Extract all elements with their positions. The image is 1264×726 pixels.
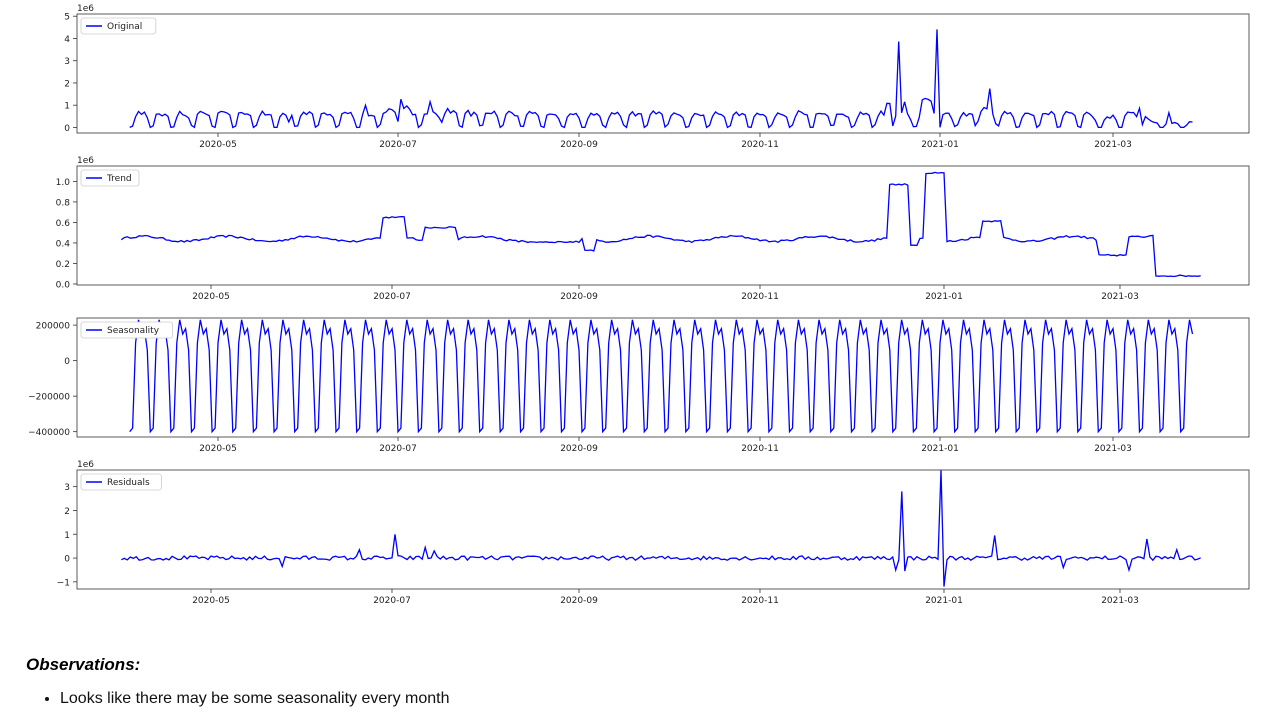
axis-multiplier-label: 1e6 [77,156,94,166]
y-tick-label: 0.2 [56,260,70,270]
y-tick-label: 0.6 [56,219,71,229]
observation-item: Looks like there may be some seasonality… [60,690,450,708]
y-tick-label: 1 [64,102,70,112]
x-tick-label: 2020-09 [560,292,598,302]
x-tick-label: 2020-05 [199,444,237,454]
y-tick-label: 1 [64,531,70,541]
x-tick-label: 2020-07 [373,596,411,606]
x-tick-label: 2020-11 [741,140,779,150]
axes-frame [76,165,1250,286]
x-tick-label: 2020-05 [199,140,237,150]
y-tick-label: 0 [64,124,70,134]
series-line-original [129,29,1193,129]
legend-box [80,169,140,187]
legend-label: Seasonality [107,326,160,336]
y-tick-label: 0.4 [56,239,71,249]
y-tick-label: 5 [64,13,70,23]
x-tick-label: 2020-09 [560,140,598,150]
legend: Trend [80,169,140,187]
x-tick-label: 2021-01 [921,444,959,454]
series-line-residuals [121,469,1201,587]
y-tick-label: 3 [64,483,70,493]
legend-label: Residuals [107,478,150,488]
chart-panel-residuals: −1 0 1 2 3 2020-05 2020-07 2020-09 2020-11 2021-0… [57,460,1250,606]
observations-title: Observations: [26,655,141,674]
y-tick-label: 0.8 [56,198,71,208]
y-tick-label: −400000 [28,428,70,438]
axes-frame [76,13,1250,134]
axes-frame [76,469,1250,590]
axes-frame [76,317,1250,438]
legend-box [80,473,162,491]
y-tick-label: 2 [64,79,70,89]
x-tick-label: 2020-09 [560,596,598,606]
x-tick-label: 2021-01 [925,596,963,606]
x-tick-label: 2021-03 [1101,596,1139,606]
chart-panel-original: 0 1 2 3 4 5 2020-05 2020-07 2020-09 2020-11 2021-0… [64,4,1250,150]
series-line-trend [120,171,1201,278]
observations-list: Looks like there may be some seasonality… [42,690,450,708]
legend-box [80,17,157,35]
x-tick-label: 2020-11 [741,444,779,454]
legend: Residuals [80,473,162,491]
x-tick-label: 2020-05 [192,596,230,606]
y-tick-label: 200000 [36,322,71,332]
axis-multiplier-label: 1e6 [77,4,94,14]
chart-panel-trend: 0.0 0.2 0.4 0.6 0.8 1.0 2020-05 2020-07 2020-09 2… [56,156,1250,302]
y-tick-label: −200000 [28,393,70,403]
legend-label: Trend [106,174,132,184]
legend: Original [80,17,157,35]
x-tick-label: 2020-05 [192,292,230,302]
decomposition-charts: 0 1 2 3 4 5 2020-05 2020-07 2020-09 2020-11 2021-0… [28,4,1250,606]
legend: Seasonality [80,321,173,339]
y-tick-label: 0 [64,357,70,367]
x-tick-label: 2021-03 [1101,292,1139,302]
x-tick-label: 2020-07 [379,444,417,454]
x-tick-label: 2021-03 [1094,140,1132,150]
y-tick-label: −1 [57,578,70,588]
y-tick-label: 4 [64,35,70,45]
x-tick-label: 2020-11 [741,596,779,606]
x-tick-label: 2021-01 [921,140,959,150]
y-tick-label: 0.0 [56,280,71,290]
y-tick-label: 0 [64,555,70,565]
y-tick-label: 2 [64,507,70,517]
legend-label: Original [107,22,142,32]
x-tick-label: 2020-07 [379,140,417,150]
x-tick-label: 2021-03 [1094,444,1132,454]
y-tick-label: 3 [64,57,70,67]
y-tick-label: 1.0 [56,178,71,188]
series-line-seasonality [129,319,1194,434]
axis-multiplier-label: 1e6 [77,460,94,470]
legend-box [80,321,173,339]
x-tick-label: 2020-11 [741,292,779,302]
x-tick-label: 2020-07 [373,292,411,302]
x-tick-label: 2020-09 [560,444,598,454]
x-tick-label: 2021-01 [925,292,963,302]
chart-panel-seasonality: 200000 0 −200000 −400000 2020-05 2020-07 2020-… [28,317,1250,454]
